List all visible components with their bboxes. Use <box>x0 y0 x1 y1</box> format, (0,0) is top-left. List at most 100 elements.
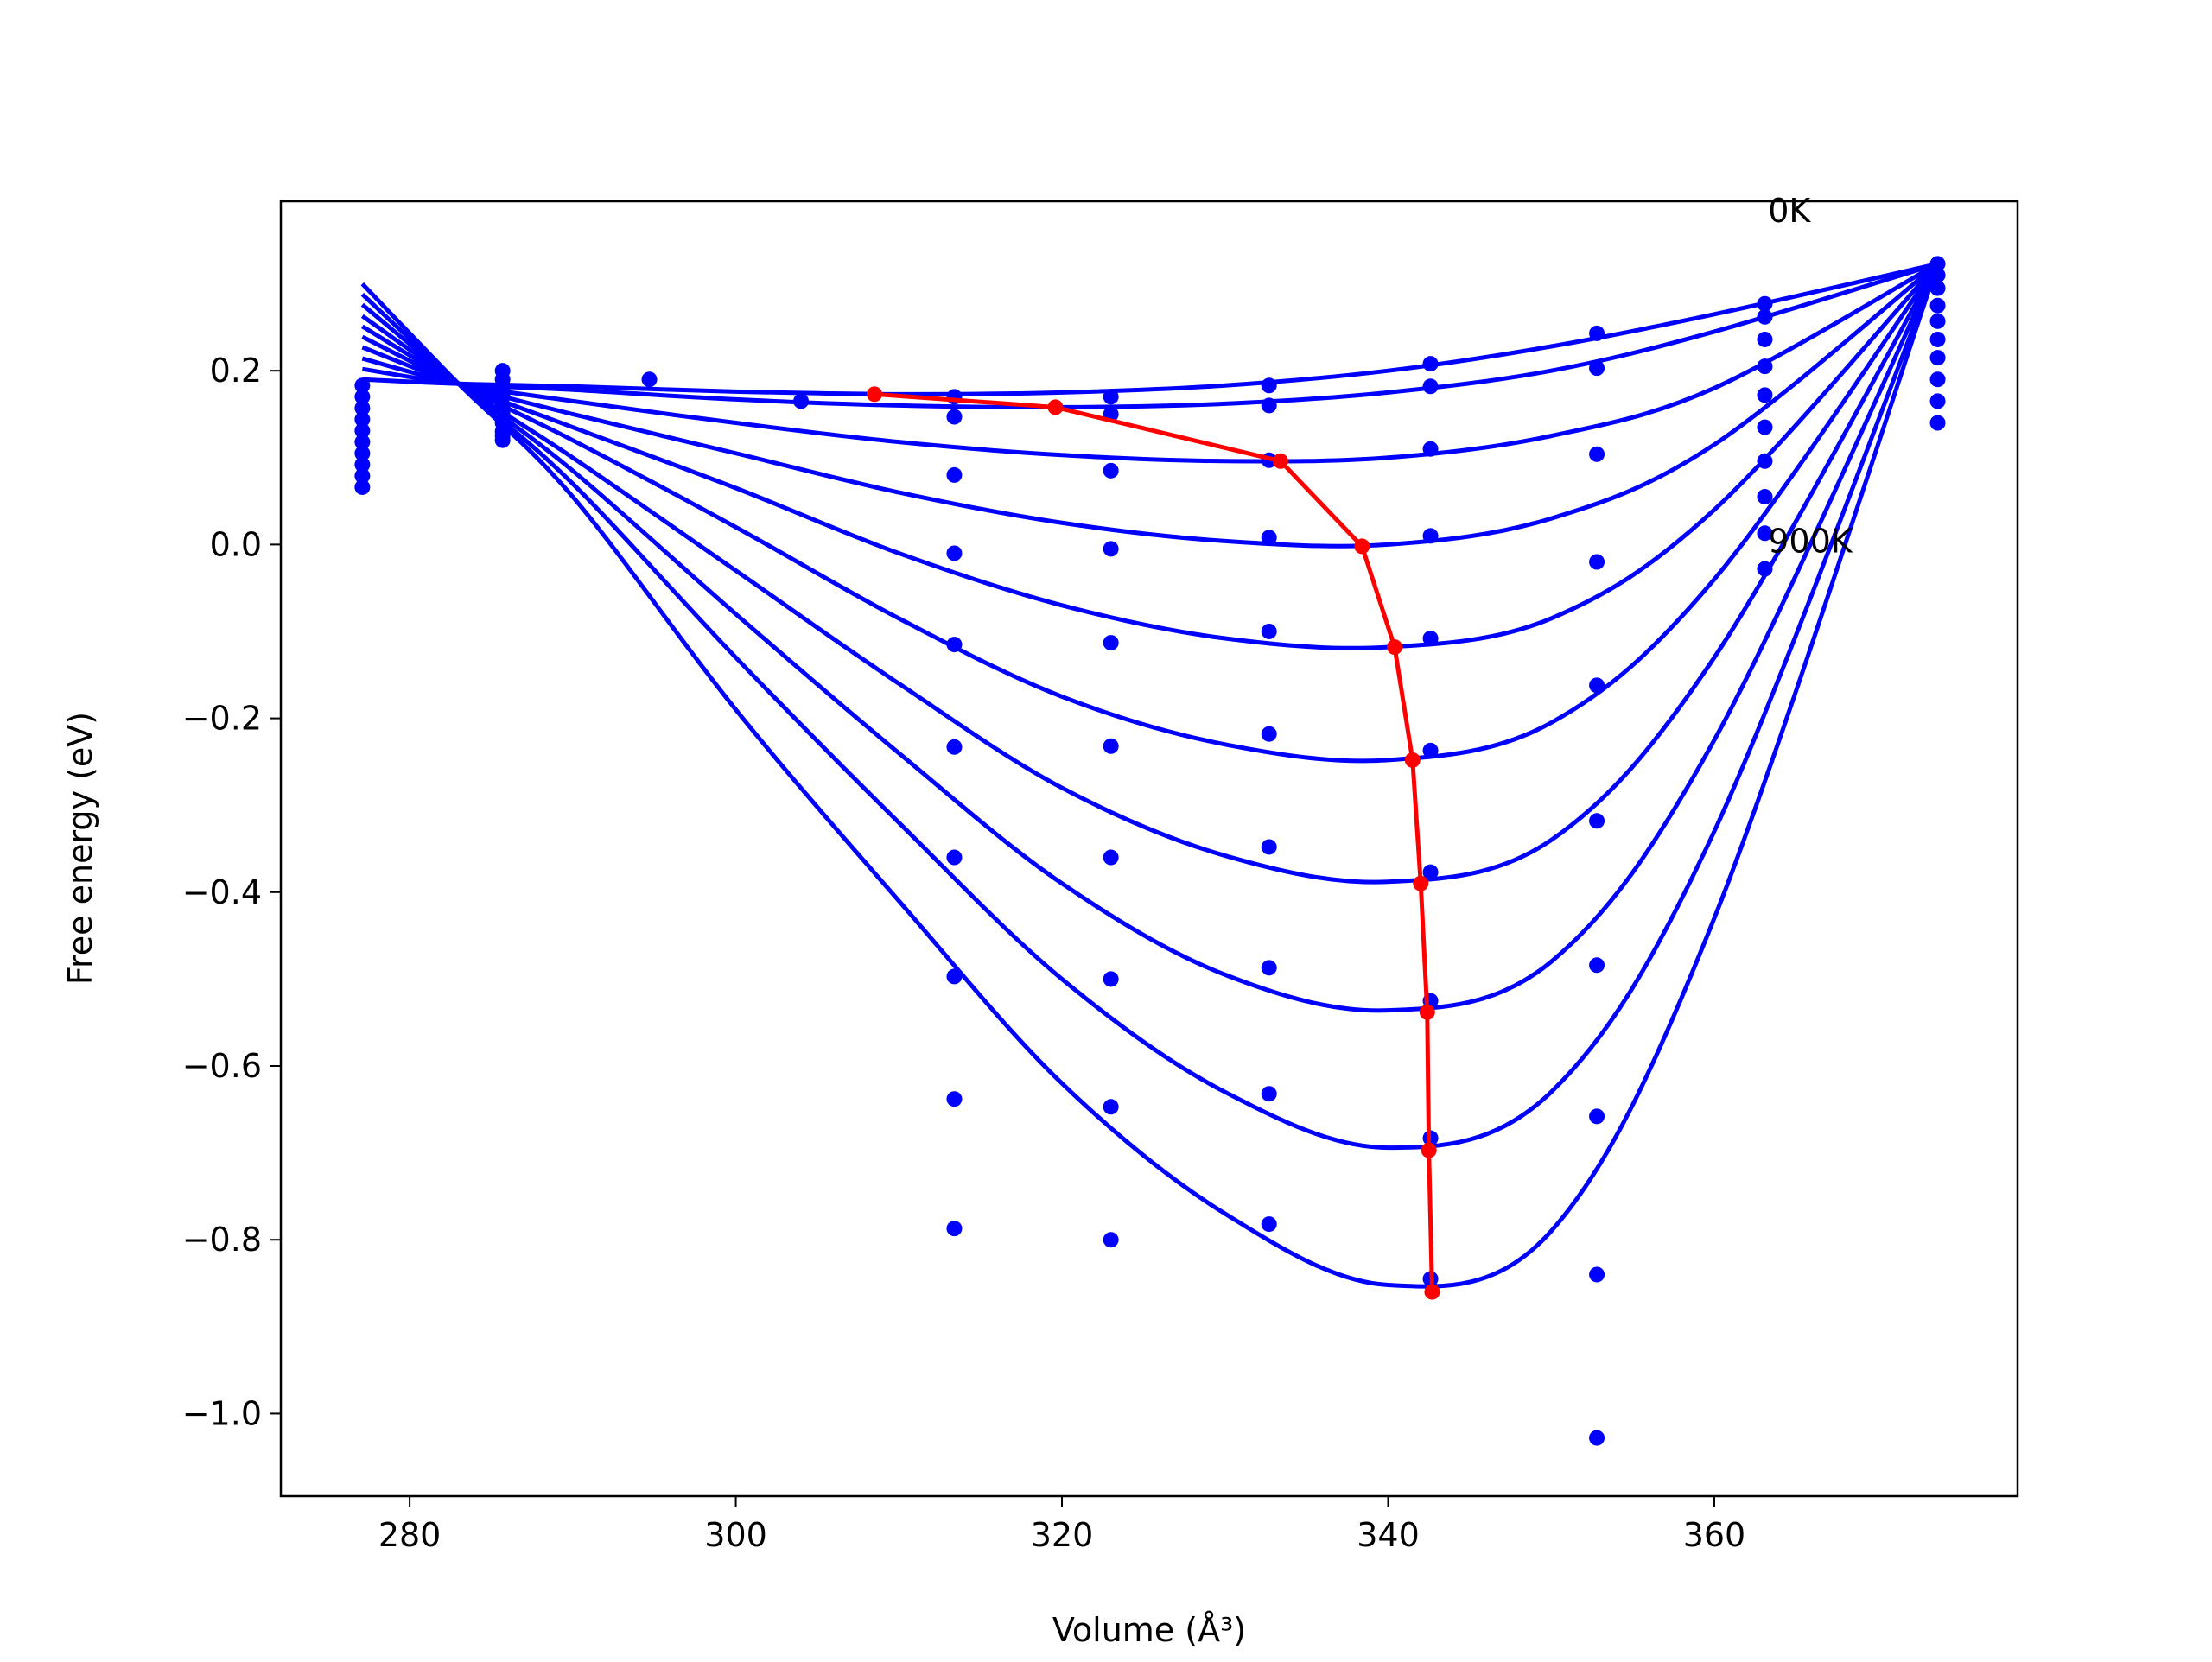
x-tick-label: 360 <box>1683 1516 1746 1554</box>
y-tick-label: −0.4 <box>182 873 262 911</box>
data-point <box>946 849 963 866</box>
data-point <box>354 422 371 439</box>
data-point <box>1929 331 1946 347</box>
data-point <box>1589 677 1605 694</box>
fit-curve <box>361 262 1939 410</box>
y-tick-label: −0.8 <box>182 1221 262 1259</box>
data-point <box>1261 530 1277 546</box>
minimum-line <box>874 391 1434 1292</box>
minimum-point <box>1047 399 1064 416</box>
data-point <box>1103 971 1119 987</box>
data-point <box>1757 453 1773 469</box>
data-point <box>1589 554 1605 570</box>
minimum-point <box>1424 1284 1440 1300</box>
minimum-point <box>1272 453 1288 469</box>
y-axis-label: Free energy (eV) <box>61 712 99 985</box>
fit-curve <box>361 262 1940 764</box>
x-tick-label: 280 <box>378 1516 442 1554</box>
data-point <box>1757 561 1773 577</box>
data-point <box>1929 280 1946 296</box>
data-point <box>1261 726 1277 742</box>
data-point <box>1929 415 1946 431</box>
x-axis-label: Volume (Å³) <box>1052 1611 1246 1649</box>
minimum-point <box>1421 1142 1437 1158</box>
data-point <box>1261 1216 1277 1233</box>
y-tick-label: −0.2 <box>182 700 262 738</box>
data-point <box>946 545 963 561</box>
data-point <box>354 445 371 461</box>
data-point <box>946 1091 963 1107</box>
data-point <box>1757 489 1773 505</box>
fit-curve <box>361 262 1939 464</box>
data-point <box>1589 1266 1605 1283</box>
minimum-point <box>1404 752 1421 768</box>
data-point <box>1589 360 1605 377</box>
data-point <box>1589 813 1605 829</box>
data-point <box>946 409 963 425</box>
minimum-point <box>1354 538 1370 555</box>
minimum-point <box>1419 1004 1435 1020</box>
fit-curve <box>360 263 1940 1151</box>
data-point <box>1422 528 1439 544</box>
data-point <box>946 637 963 653</box>
data-point <box>354 434 371 450</box>
data-point <box>1589 446 1605 462</box>
data-point <box>354 456 371 473</box>
y-tick-label: 0.2 <box>210 352 262 390</box>
x-tick-label: 300 <box>704 1516 767 1554</box>
data-point <box>1103 462 1119 479</box>
data-point <box>1757 525 1773 542</box>
data-point <box>1103 1232 1119 1248</box>
data-point <box>1103 1099 1119 1115</box>
data-point <box>1103 738 1119 754</box>
data-point <box>1422 864 1439 880</box>
y-tick-label: 0.0 <box>210 525 262 563</box>
minimum-point <box>1413 875 1429 891</box>
data-point <box>354 389 371 405</box>
data-point <box>494 432 511 448</box>
data-point <box>1929 256 1946 272</box>
y-tick-label: −1.0 <box>182 1394 262 1432</box>
data-point <box>1757 387 1773 403</box>
data-point <box>1261 839 1277 855</box>
fit-curve <box>360 263 1940 1289</box>
data-point <box>1261 1086 1277 1102</box>
data-point <box>1422 378 1439 395</box>
y-tick-label: −0.6 <box>182 1047 262 1085</box>
minimum-point <box>866 386 882 403</box>
data-point <box>946 739 963 755</box>
data-point <box>1757 358 1773 375</box>
data-point <box>946 466 963 483</box>
data-point <box>354 411 371 428</box>
data-point <box>1103 849 1119 866</box>
data-point <box>1589 325 1605 341</box>
data-point <box>1757 331 1773 347</box>
fit-curve <box>360 263 1940 885</box>
data-point <box>1103 541 1119 557</box>
data-point <box>793 393 810 409</box>
data-point <box>1929 267 1946 283</box>
minimum-point <box>1387 639 1403 656</box>
fit-curve <box>361 262 1940 549</box>
plot-frame <box>279 200 2019 1498</box>
data-point <box>1929 297 1946 314</box>
fit-curve <box>361 262 1940 650</box>
data-point <box>1103 635 1119 651</box>
data-point <box>1757 295 1773 312</box>
data-point <box>1929 371 1946 388</box>
fit-curve <box>362 261 1939 396</box>
data-point <box>1422 742 1439 758</box>
fit-curve <box>360 263 1940 1013</box>
data-point <box>1261 397 1277 414</box>
data-point <box>1757 308 1773 325</box>
data-point <box>1422 356 1439 372</box>
data-point <box>641 371 658 388</box>
data-point <box>1103 389 1119 405</box>
data-point <box>1589 1430 1605 1446</box>
x-tick-label: 340 <box>1357 1516 1420 1554</box>
data-point <box>1589 1108 1605 1125</box>
annotation: 0K <box>1768 192 1811 230</box>
